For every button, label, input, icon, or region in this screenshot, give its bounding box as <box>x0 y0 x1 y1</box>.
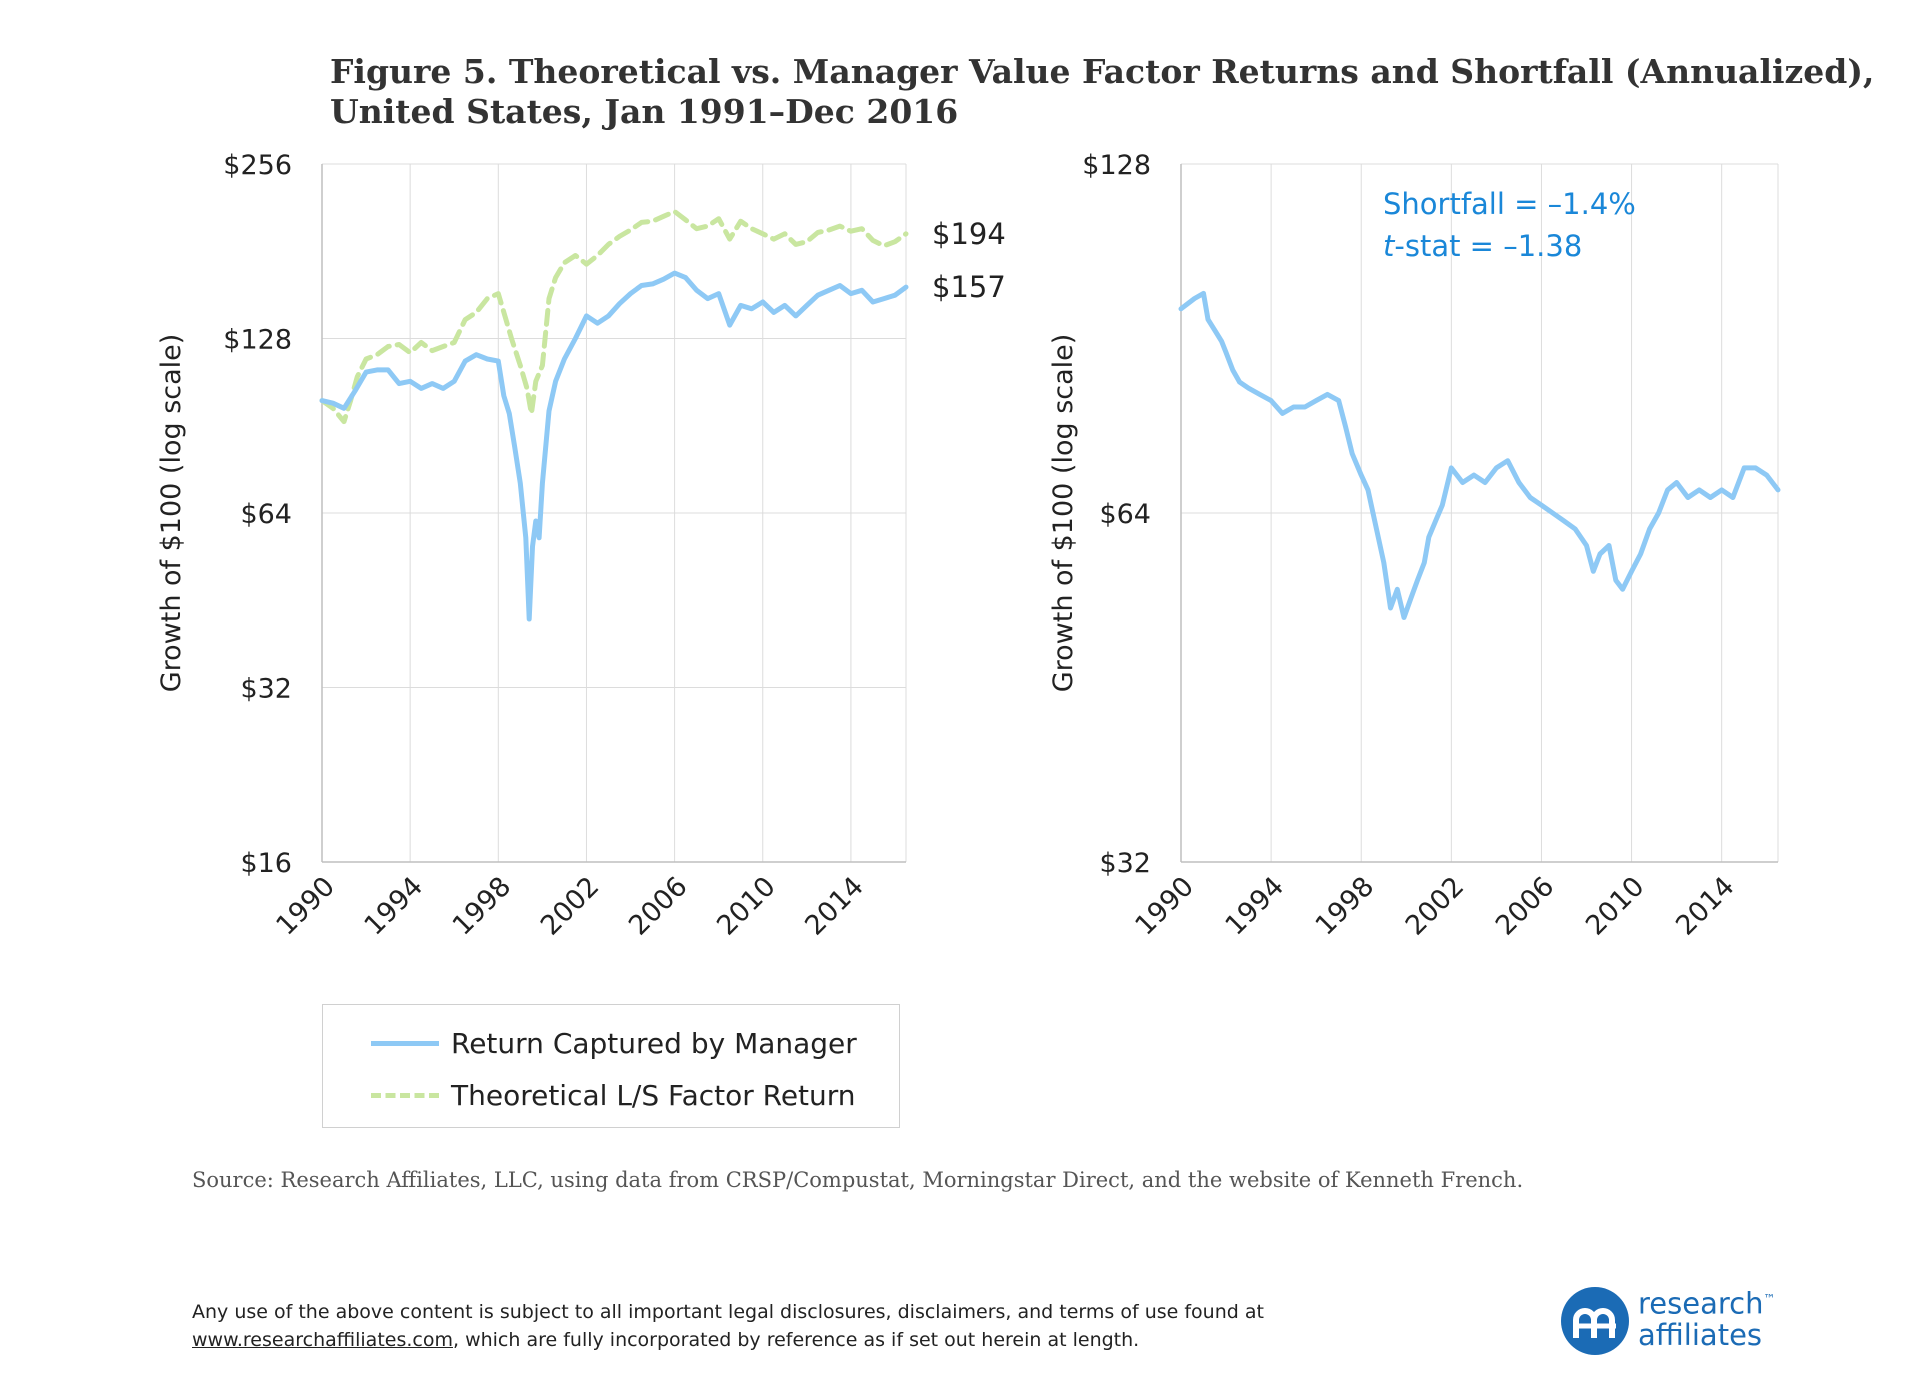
right-xtick-label: 2002 <box>1400 871 1471 942</box>
right-xtick-label: 1998 <box>1310 871 1381 942</box>
left-xtick-label: 2010 <box>711 871 782 942</box>
legend-swatch-theoretical <box>371 1092 439 1098</box>
left-xtick-label: 1998 <box>447 871 518 942</box>
left-ytick-label: $256 <box>223 150 292 181</box>
left-ytick-label: $16 <box>240 848 292 879</box>
right-xtick-label: 2006 <box>1490 871 1561 942</box>
right-annotation-shortfall: Shortfall = –1.4% <box>1383 187 1636 221</box>
legend-swatch-manager <box>371 1040 439 1046</box>
legend-item-theoretical: Theoretical L/S Factor Return <box>371 1075 856 1115</box>
legend-item-manager: Return Captured by Manager <box>371 1023 857 1063</box>
left-xtick-label: 2006 <box>623 871 694 942</box>
left-ytick-label: $32 <box>240 674 292 705</box>
legend-label-theoretical: Theoretical L/S Factor Return <box>451 1078 856 1112</box>
right-y-axis-title: Growth of $100 (log scale) <box>1048 334 1079 693</box>
right-ytick-label: $32 <box>1099 848 1151 879</box>
figure-title-line-1: Figure 5. Theoretical vs. Manager Value … <box>330 52 1875 91</box>
left-ytick-label: $64 <box>240 499 292 530</box>
left-xtick-label: 2014 <box>799 871 870 942</box>
left-xtick-label: 1994 <box>359 871 430 942</box>
logo-trademark: ™ <box>1763 1292 1776 1306</box>
right-chart: $32 $64 $128 1990 1994 1998 2002 2006 2010 2014 Gr… <box>1048 150 1781 942</box>
logo-wordmark: research™ affiliates <box>1638 1284 1775 1351</box>
right-xtick-label: 2010 <box>1580 871 1651 942</box>
right-annotation-tstat: t-stat = –1.38 <box>1383 229 1582 263</box>
left-manager-end-label: $157 <box>932 270 1006 304</box>
right-annotation-tstat-italic: t <box>1383 229 1396 263</box>
left-ytick-label: $128 <box>223 325 292 356</box>
disclaimer-line-2: www.researchaffiliates.com, which are fu… <box>192 1326 1264 1354</box>
left-xtick-label: 1990 <box>270 871 341 942</box>
logo-line-1: research <box>1638 1286 1764 1321</box>
research-affiliates-link[interactable]: www.researchaffiliates.com <box>192 1329 453 1351</box>
disclaimer-line-2-rest: , which are fully incorporated by refere… <box>452 1329 1140 1351</box>
chart-legend: Return Captured by Manager Theoretical L… <box>322 1004 900 1128</box>
left-theoretical-end-label: $194 <box>932 217 1006 251</box>
logo-line-2: affiliates <box>1638 1317 1763 1352</box>
left-manager-line <box>319 270 909 622</box>
figure-title-line-2: United States, Jan 1991–Dec 2016 <box>330 92 959 131</box>
left-xtick-label: 2002 <box>535 871 606 942</box>
source-note: Source: Research Affiliates, LLC, using … <box>192 1168 1524 1192</box>
legal-disclaimer: Any use of the above content is subject … <box>192 1298 1264 1354</box>
logo-mark-icon <box>1561 1287 1629 1355</box>
right-annotation-tstat-rest: -stat = –1.38 <box>1394 229 1582 263</box>
right-ytick-label: $64 <box>1099 499 1151 530</box>
right-manager-line <box>1178 290 1781 620</box>
right-xtick-label: 2014 <box>1670 871 1741 942</box>
disclaimer-line-1: Any use of the above content is subject … <box>192 1301 1264 1323</box>
legend-label-manager: Return Captured by Manager <box>451 1026 857 1060</box>
figure-title: Figure 5. Theoretical vs. Manager Value … <box>330 52 1875 132</box>
right-xtick-label: 1994 <box>1220 871 1291 942</box>
right-ytick-label: $128 <box>1082 150 1151 181</box>
right-xtick-label: 1990 <box>1129 871 1200 942</box>
research-affiliates-logo: research™ affiliates <box>1560 1284 1780 1358</box>
left-y-axis-title: Growth of $100 (log scale) <box>156 334 187 693</box>
left-theoretical-line <box>319 209 909 425</box>
